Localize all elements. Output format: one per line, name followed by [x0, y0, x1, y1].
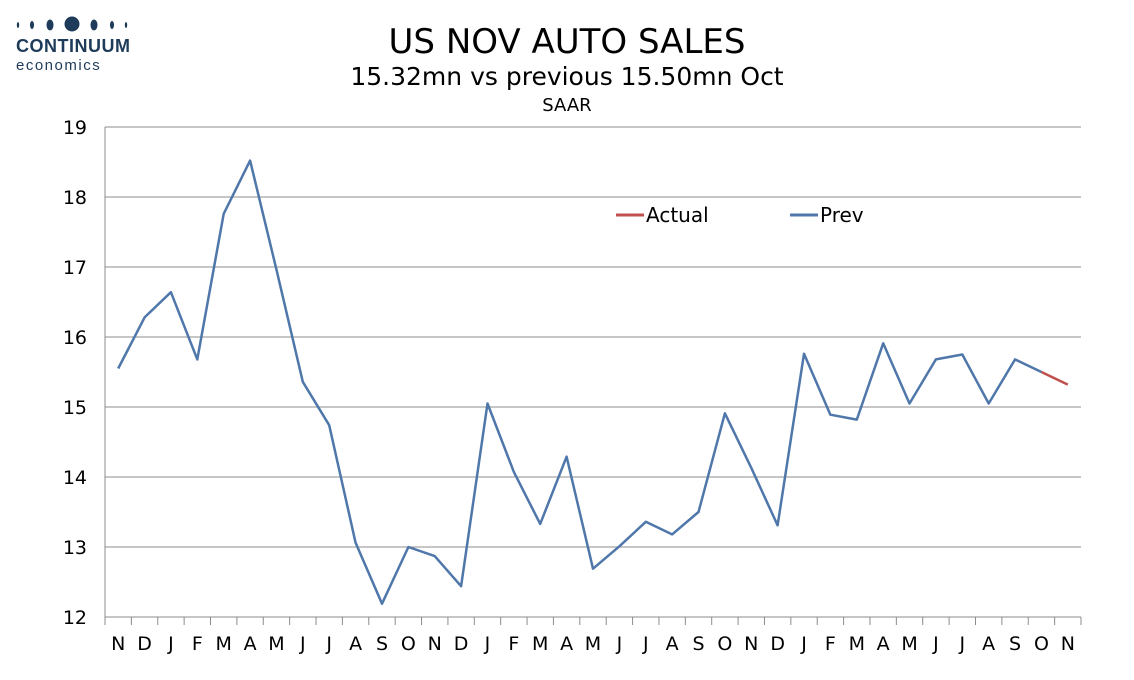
x-tick-label: M [268, 633, 284, 655]
continuum-economics-logo: CONTINUUM economics [10, 14, 140, 74]
y-tick-label: 19 [63, 117, 87, 139]
x-tick-label: M [849, 633, 865, 655]
x-tick-label: A [560, 633, 573, 655]
x-tick-label: A [982, 633, 995, 655]
x-tick-label: M [901, 633, 917, 655]
x-tick-label: M [215, 633, 231, 655]
x-tick-label: J [958, 633, 965, 655]
x-tick-label: F [825, 633, 836, 655]
x-tick-label: A [349, 633, 362, 655]
x-tick-label: D [454, 633, 469, 655]
x-tick-label: D [770, 633, 785, 655]
x-tick-label: D [137, 633, 152, 655]
y-tick-label: 14 [63, 467, 87, 489]
x-tick-label: A [877, 633, 890, 655]
legend-label-actual: Actual [646, 203, 709, 227]
x-tick-label: O [401, 633, 416, 655]
logo-name: CONTINUUM [16, 36, 131, 56]
y-tick-label: 13 [63, 537, 87, 559]
x-tick-label: N [744, 633, 758, 655]
x-tick-label: A [244, 633, 257, 655]
x-tick-label: S [1009, 633, 1021, 655]
x-tick-label: O [717, 633, 732, 655]
x-tick-label: O [1034, 633, 1049, 655]
series-line-actual [1040, 370, 1069, 386]
x-tick-label: N [428, 633, 442, 655]
x-tick-label: M [532, 633, 548, 655]
x-tick-label: J [932, 633, 939, 655]
x-tick-label: J [299, 633, 306, 655]
logo-subname: economics [16, 57, 102, 74]
y-tick-label: 17 [63, 257, 87, 279]
x-tick-label: N [111, 633, 125, 655]
x-tick-label: M [585, 633, 601, 655]
x-tick-label: A [666, 633, 679, 655]
x-tick-label: J [642, 633, 649, 655]
x-tick-label: F [192, 633, 203, 655]
chart-title: US NOV AUTO SALES [388, 22, 746, 62]
x-tick-label: J [616, 633, 623, 655]
x-tick-label: N [1061, 633, 1075, 655]
x-tick-label: S [692, 633, 704, 655]
chart-subtitle: 15.32mn vs previous 15.50mn Oct [350, 62, 784, 91]
x-tick-label: S [376, 633, 388, 655]
x-tick-label: J [484, 633, 491, 655]
y-tick-label: 16 [63, 327, 87, 349]
x-tick-label: J [325, 633, 332, 655]
logo-dots-icon [16, 16, 128, 32]
chart-unit-label: SAAR [542, 95, 592, 116]
y-tick-label: 18 [63, 187, 87, 209]
x-tick-label: J [167, 633, 174, 655]
y-tick-label: 12 [63, 607, 87, 629]
legend-label-prev: Prev [820, 203, 864, 227]
x-tick-label: F [508, 633, 519, 655]
series-line-prev [117, 159, 1042, 605]
x-tick-label: J [800, 633, 807, 655]
y-tick-label: 15 [63, 397, 87, 419]
